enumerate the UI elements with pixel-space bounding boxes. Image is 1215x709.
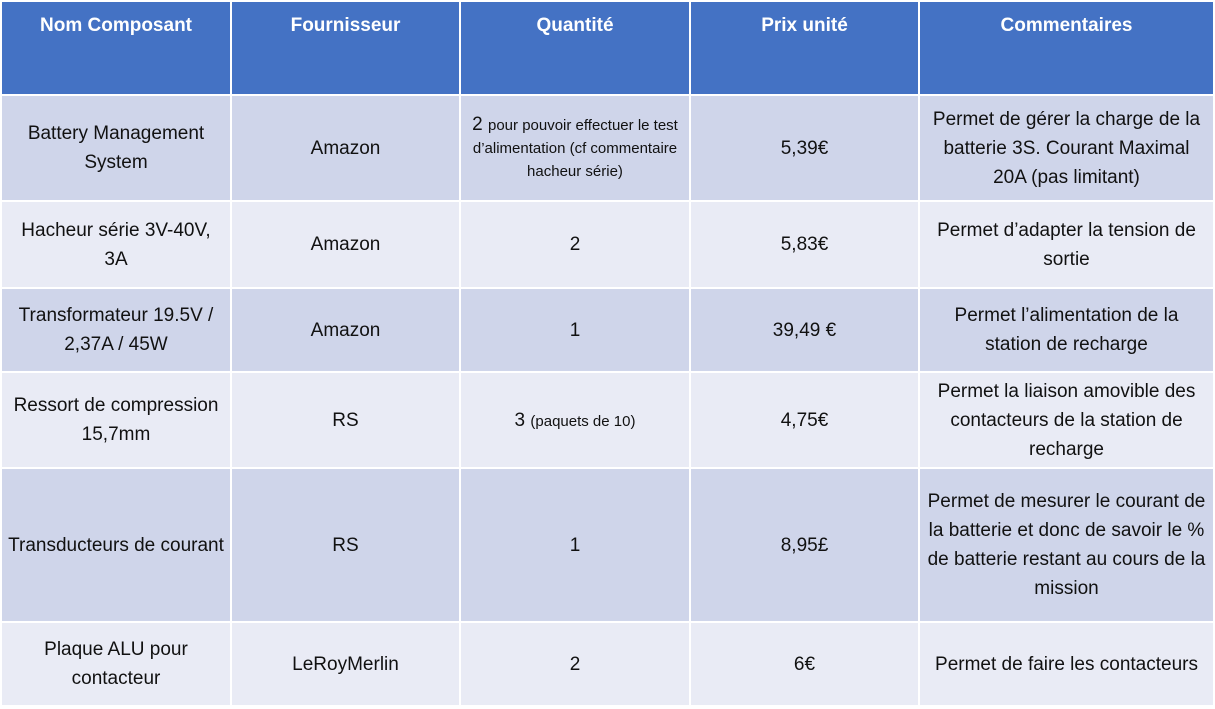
cell-price: 5,83€	[690, 201, 919, 288]
header-prix-unite: Prix unité	[690, 1, 919, 95]
cell-price: 39,49 €	[690, 288, 919, 372]
cell-supplier: Amazon	[231, 95, 460, 201]
cell-supplier: Amazon	[231, 288, 460, 372]
table-row: Plaque ALU pour contacteur LeRoyMerlin 2…	[1, 622, 1214, 706]
quantity-value: 1	[570, 535, 581, 556]
header-commentaires: Commentaires	[919, 1, 1214, 95]
quantity-value: 2	[570, 654, 581, 675]
table-row: Transformateur 19.5V / 2,37A / 45W Amazo…	[1, 288, 1214, 372]
quantity-value: 2	[472, 114, 483, 135]
cell-name: Ressort de compression 15,7mm	[1, 372, 231, 468]
cell-price: 6€	[690, 622, 919, 706]
table-row: Hacheur série 3V-40V, 3A Amazon 2 5,83€ …	[1, 201, 1214, 288]
cell-name: Plaque ALU pour contacteur	[1, 622, 231, 706]
cell-quantity: 1	[460, 468, 690, 622]
cell-comment: Permet la liaison amovible des contacteu…	[919, 372, 1214, 468]
header-row: Nom Composant Fournisseur Quantité Prix …	[1, 1, 1214, 95]
quantity-value: 2	[570, 234, 581, 255]
header-fournisseur: Fournisseur	[231, 1, 460, 95]
cell-name: Hacheur série 3V-40V, 3A	[1, 201, 231, 288]
table-row: Battery Management System Amazon 2 pour …	[1, 95, 1214, 201]
quantity-note: (paquets de 10)	[530, 413, 635, 430]
cell-quantity: 2 pour pouvoir effectuer le test d’alime…	[460, 95, 690, 201]
header-nom-composant: Nom Composant	[1, 1, 231, 95]
cell-quantity: 2	[460, 201, 690, 288]
cell-price: 4,75€	[690, 372, 919, 468]
cell-comment: Permet d’adapter la tension de sortie	[919, 201, 1214, 288]
quantity-value: 1	[570, 320, 581, 341]
cell-quantity: 3 (paquets de 10)	[460, 372, 690, 468]
cell-price: 5,39€	[690, 95, 919, 201]
cell-name: Transformateur 19.5V / 2,37A / 45W	[1, 288, 231, 372]
quantity-note: pour pouvoir effectuer le test d’aliment…	[473, 117, 678, 180]
cell-comment: Permet de faire les contacteurs	[919, 622, 1214, 706]
cell-quantity: 1	[460, 288, 690, 372]
cell-price: 8,95£	[690, 468, 919, 622]
cell-supplier: LeRoyMerlin	[231, 622, 460, 706]
cell-supplier: RS	[231, 468, 460, 622]
header-quantite: Quantité	[460, 1, 690, 95]
cell-comment: Permet l’alimentation de la station de r…	[919, 288, 1214, 372]
cell-supplier: RS	[231, 372, 460, 468]
cell-comment: Permet de mesurer le courant de la batte…	[919, 468, 1214, 622]
cell-supplier: Amazon	[231, 201, 460, 288]
quantity-value: 3	[515, 410, 526, 431]
table-row: Transducteurs de courant RS 1 8,95£ Perm…	[1, 468, 1214, 622]
cell-name: Transducteurs de courant	[1, 468, 231, 622]
table-row: Ressort de compression 15,7mm RS 3 (paqu…	[1, 372, 1214, 468]
cell-quantity: 2	[460, 622, 690, 706]
cell-comment: Permet de gérer la charge de la batterie…	[919, 95, 1214, 201]
cell-name: Battery Management System	[1, 95, 231, 201]
